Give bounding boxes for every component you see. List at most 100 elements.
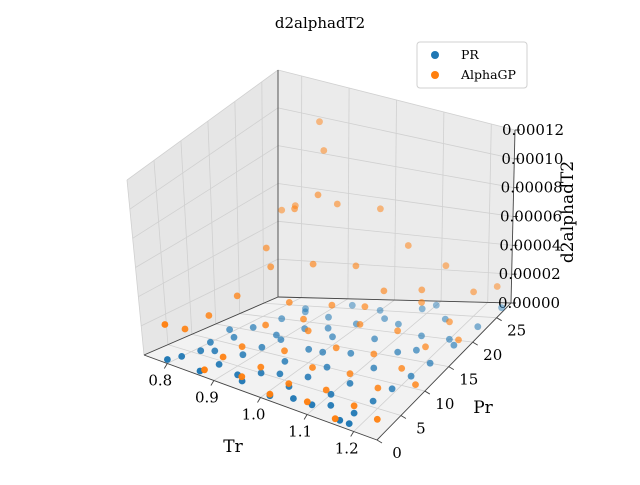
point-pr-6 [278,315,285,322]
y-tick-0 [377,440,382,443]
y-tick-3 [449,367,454,370]
point-pr-22 [377,307,384,314]
point-alphagp-38 [398,365,405,372]
y-tick-label-1: 5 [416,420,426,438]
point-alphagp-31 [370,351,377,358]
point-alphagp-9 [239,343,246,350]
point-alphagp-23 [309,364,316,371]
y-tick-5 [497,318,502,321]
point-pr-17 [258,370,265,377]
point-alphagp-41 [470,289,477,296]
x-axis-label: Tr [223,437,243,457]
point-alphagp-24 [333,344,340,351]
point-pr-10 [240,351,247,358]
point-alphagp-36 [351,402,358,409]
z-axis-label: d2alphadT2 [558,161,578,263]
x-tick-label-2: 1.0 [242,406,266,424]
point-alphagp-11 [286,299,293,306]
point-alphagp-50 [300,316,307,323]
point-alphagp-0 [162,321,169,328]
z-tick-label-2: 0.00004 [499,236,561,254]
y-axis-label: Pr [473,398,493,418]
point-pr-60 [302,308,309,315]
x-tick-0 [164,364,167,369]
point-pr-50 [290,395,297,402]
point-alphagp-40 [446,318,453,325]
chart-title: d2alphadT2 [275,14,365,32]
x-tick-3 [304,415,307,420]
point-alphagp-5 [291,205,298,212]
point-alphagp-16 [281,347,288,354]
point-pr-5 [250,324,257,331]
point-alphagp-2 [206,312,213,319]
point-alphagp-13 [334,201,341,208]
point-alphagp-17 [305,327,312,334]
y-tick-label-0: 0 [392,444,402,462]
y-tick-label-5: 25 [507,322,526,340]
point-pr-0 [164,356,171,363]
x-tick-label-0: 0.8 [148,372,172,390]
point-alphagp-10 [262,322,269,329]
point-pr-42 [408,373,415,380]
point-pr-19 [305,346,312,353]
y-tick-label-4: 20 [483,346,502,364]
point-alphagp-46 [263,245,270,252]
point-alphagp-39 [422,343,429,350]
point-pr-36 [418,333,425,340]
point-pr-20 [329,333,336,340]
point-alphagp-3 [234,293,241,300]
point-alphagp-8 [220,354,227,361]
point-pr-47 [211,348,218,355]
point-alphagp-48 [320,147,327,154]
point-alphagp-34 [443,262,450,269]
legend-swatch-pr [431,51,439,59]
point-pr-15 [349,302,356,309]
point-pr-34 [370,365,377,372]
x-tick-1 [211,381,214,386]
point-alphagp-19 [353,263,360,270]
point-pr-61 [319,349,326,356]
x-tick-label-4: 1.2 [335,440,359,458]
point-alphagp-21 [267,391,274,398]
point-pr-46 [498,304,505,311]
point-alphagp-45 [494,283,501,290]
point-pr-43 [427,360,434,367]
point-alphagp-12 [310,261,317,268]
point-alphagp-43 [412,381,419,388]
point-alphagp-53 [278,207,285,214]
point-pr-33 [347,380,354,387]
point-alphagp-35 [332,415,339,422]
point-pr-35 [394,349,401,356]
point-pr-27 [347,350,354,357]
point-alphagp-25 [357,321,364,328]
point-pr-45 [474,323,481,330]
point-alphagp-28 [304,398,311,405]
y-tick-1 [401,416,406,419]
point-pr-41 [389,385,396,392]
y-tick-label-2: 10 [435,395,454,413]
point-pr-4 [231,334,238,341]
point-alphagp-44 [455,337,462,344]
point-pr-40 [370,398,377,405]
point-alphagp-33 [418,299,425,306]
point-alphagp-26 [381,288,388,295]
point-pr-18 [282,358,289,365]
point-pr-49 [277,371,284,378]
y-tick-label-3: 15 [459,371,478,389]
point-alphagp-49 [315,192,322,199]
z-tick-label-0: 0.00000 [498,294,560,312]
point-pr-25 [305,374,312,381]
point-alphagp-6 [316,118,323,125]
point-pr-57 [413,347,420,354]
y-tick-4 [473,342,478,345]
point-alphagp-4 [267,263,274,270]
point-pr-3 [207,339,214,346]
legend-swatch-alphagp [431,71,439,79]
point-pr-52 [346,420,353,427]
point-pr-58 [226,326,233,333]
point-pr-11 [259,344,266,351]
point-pr-29 [395,321,402,328]
point-pr-51 [327,402,334,409]
